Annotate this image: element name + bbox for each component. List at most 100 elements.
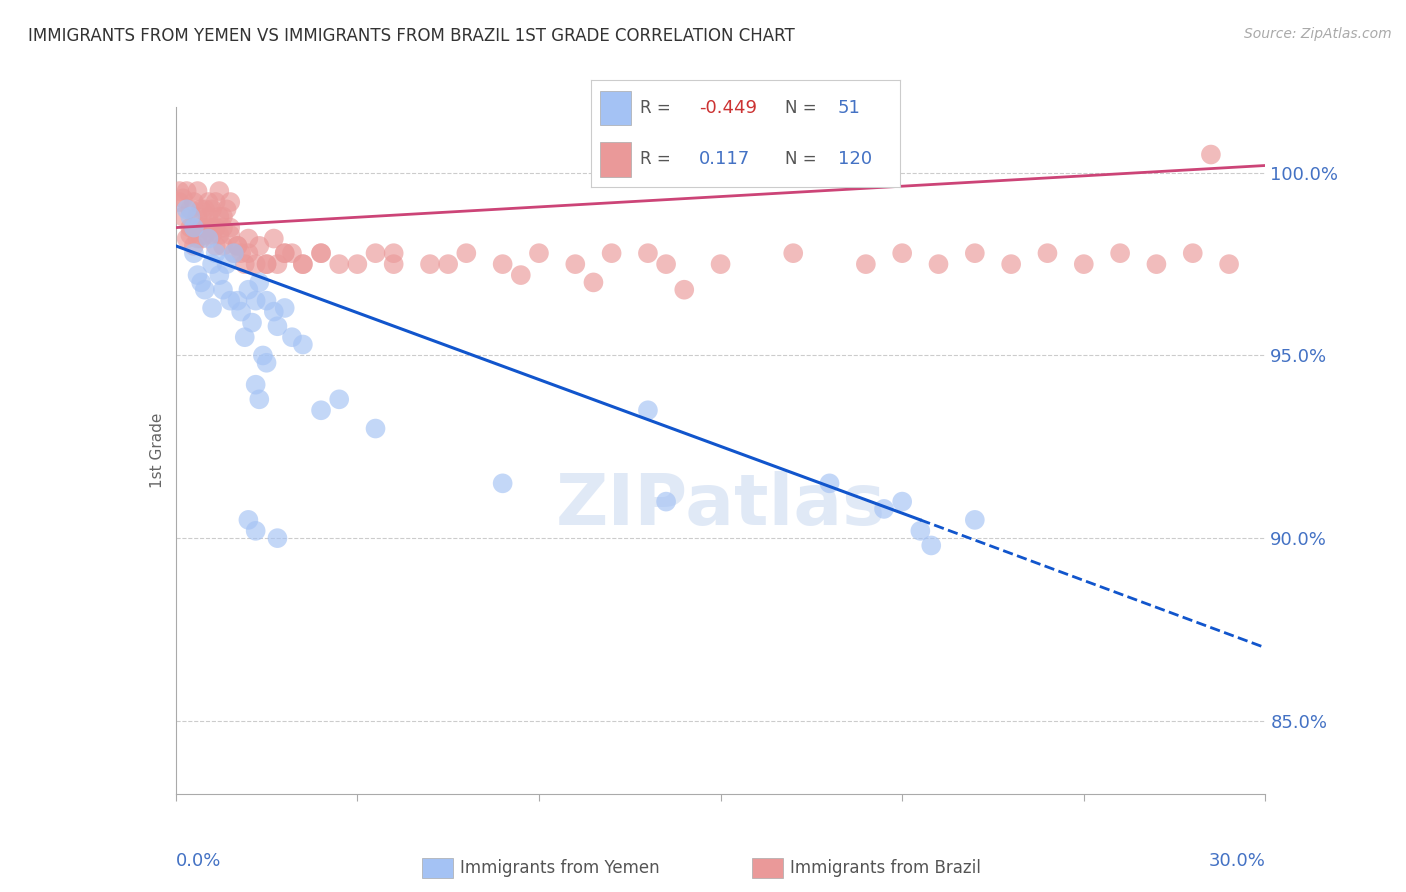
Point: [183, 239, 205, 253]
Text: -0.449: -0.449: [699, 99, 756, 117]
Text: Immigrants from Yemen: Immigrants from Yemen: [460, 859, 659, 877]
Point: [219, 220, 242, 235]
Point: [194, 227, 217, 242]
Point: [1181, 246, 1204, 260]
Point: [456, 246, 478, 260]
Point: [238, 283, 260, 297]
Point: [201, 220, 224, 235]
Point: [382, 246, 405, 260]
Point: [600, 246, 623, 260]
Point: [233, 330, 256, 344]
Point: [710, 257, 733, 271]
Point: [194, 220, 217, 235]
Point: [266, 531, 288, 545]
Point: [208, 227, 231, 242]
Point: [183, 220, 205, 235]
Text: R =: R =: [640, 99, 671, 117]
Text: ZIPatlas: ZIPatlas: [555, 471, 886, 540]
Point: [231, 304, 253, 318]
Point: [1109, 246, 1132, 260]
Point: [891, 246, 914, 260]
Point: [266, 257, 288, 271]
Point: [219, 227, 242, 242]
Point: [274, 301, 297, 315]
Point: [291, 257, 314, 271]
Point: [1199, 147, 1222, 161]
Point: [222, 246, 245, 260]
Point: [169, 194, 191, 209]
Point: [963, 513, 986, 527]
Y-axis label: 1st Grade: 1st Grade: [149, 413, 165, 488]
Point: [197, 210, 219, 224]
Point: [172, 210, 194, 224]
Text: 30.0%: 30.0%: [1209, 852, 1265, 870]
Point: [215, 257, 238, 271]
Point: [179, 210, 201, 224]
Point: [963, 246, 986, 260]
Point: [928, 257, 950, 271]
Point: [309, 246, 332, 260]
Point: [212, 283, 235, 297]
Point: [782, 246, 804, 260]
Point: [309, 246, 332, 260]
Point: [208, 268, 231, 282]
Text: 0.117: 0.117: [699, 151, 749, 169]
Point: [328, 392, 350, 407]
Point: [291, 257, 314, 271]
Point: [183, 220, 205, 235]
Point: [208, 210, 231, 224]
Point: [364, 246, 387, 260]
Point: [183, 246, 205, 260]
Point: [419, 257, 441, 271]
Point: [256, 257, 278, 271]
Point: [226, 293, 249, 308]
Bar: [600, 143, 631, 177]
Point: [204, 246, 226, 260]
Point: [238, 231, 260, 245]
Point: [564, 257, 586, 271]
Point: [201, 227, 224, 242]
Point: [245, 524, 267, 538]
Point: [179, 227, 201, 242]
Point: [194, 283, 217, 297]
Point: [204, 194, 226, 209]
Point: [527, 246, 550, 260]
Point: [274, 246, 297, 260]
Text: IMMIGRANTS FROM YEMEN VS IMMIGRANTS FROM BRAZIL 1ST GRADE CORRELATION CHART: IMMIGRANTS FROM YEMEN VS IMMIGRANTS FROM…: [28, 27, 794, 45]
Text: 0.0%: 0.0%: [176, 852, 221, 870]
Point: [274, 246, 297, 260]
Point: [291, 337, 314, 351]
Point: [281, 330, 304, 344]
Point: [219, 194, 242, 209]
Bar: [600, 91, 631, 125]
Point: [169, 184, 191, 198]
Point: [582, 276, 605, 290]
Point: [201, 301, 224, 315]
Point: [197, 194, 219, 209]
Point: [172, 191, 194, 205]
Point: [226, 239, 249, 253]
Point: [263, 304, 285, 318]
Point: [873, 502, 896, 516]
Point: [281, 246, 304, 260]
Point: [245, 257, 267, 271]
Point: [179, 220, 201, 235]
Text: Immigrants from Brazil: Immigrants from Brazil: [790, 859, 981, 877]
Point: [201, 257, 224, 271]
Point: [186, 210, 209, 224]
Point: [197, 231, 219, 245]
Point: [1073, 257, 1095, 271]
Point: [215, 202, 238, 217]
Point: [190, 276, 212, 290]
Point: [247, 392, 270, 407]
Point: [1218, 257, 1240, 271]
Point: [201, 202, 224, 217]
Point: [204, 220, 226, 235]
Point: [818, 476, 841, 491]
Point: [226, 239, 249, 253]
Point: [190, 220, 212, 235]
Point: [346, 257, 368, 271]
Point: [309, 403, 332, 417]
Point: [186, 231, 209, 245]
Point: [891, 494, 914, 508]
